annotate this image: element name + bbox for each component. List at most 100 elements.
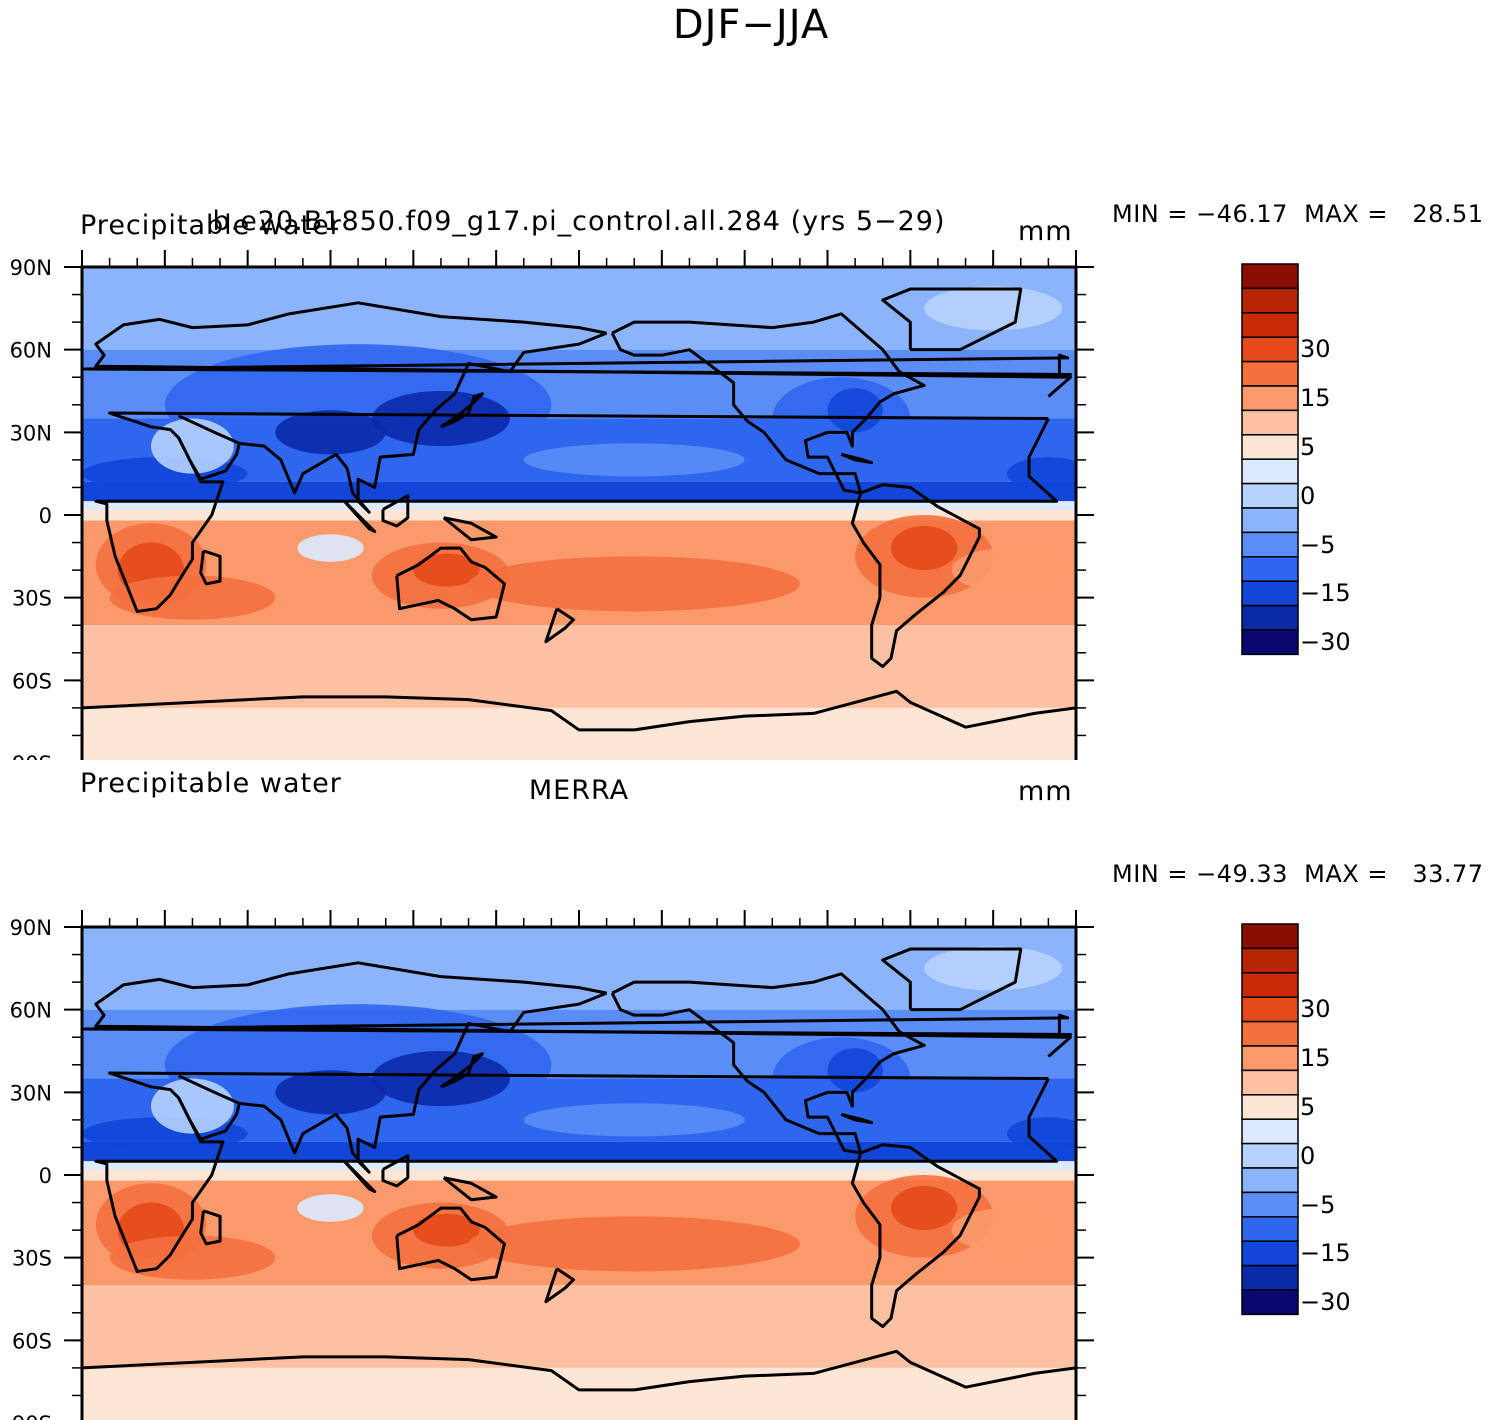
coastline bbox=[177, 331, 608, 514]
field-contour bbox=[891, 526, 958, 571]
colorbar-swatch bbox=[1241, 923, 1299, 950]
colorbar-swatch bbox=[1241, 1216, 1299, 1242]
colorbar-swatch bbox=[1241, 458, 1299, 485]
colorbar-label: 0 bbox=[1300, 481, 1316, 510]
colorbar-label: −30 bbox=[1300, 628, 1351, 657]
field-contour bbox=[1006, 457, 1076, 491]
field-contour bbox=[523, 443, 745, 477]
colorbar-label: 15 bbox=[1300, 384, 1331, 413]
colorbar-swatch bbox=[1241, 1289, 1299, 1316]
coastline bbox=[850, 483, 981, 669]
field-band bbox=[82, 1367, 1076, 1420]
colorbar-swatch bbox=[1241, 580, 1299, 607]
map-panel-top: 90N60N30N030S60S90S030E60E90E120E150E180… bbox=[0, 100, 1502, 760]
coastline bbox=[94, 1071, 1059, 1273]
colorbar-swatch bbox=[1241, 1264, 1299, 1291]
field-contour bbox=[413, 1213, 480, 1247]
colorbar-swatch bbox=[1241, 287, 1299, 314]
colorbar-swatch bbox=[1241, 1240, 1299, 1267]
field-contour bbox=[827, 388, 883, 433]
coastline bbox=[610, 312, 926, 495]
field-contour bbox=[297, 534, 364, 562]
colorbar-swatch bbox=[1241, 507, 1299, 534]
field-band bbox=[82, 625, 1076, 708]
field-contour bbox=[951, 1208, 1063, 1253]
colorbar-swatch bbox=[1241, 1069, 1299, 1096]
map-panel-bottom: 90N60N30N030S60S90S030E60E90E120E150E180… bbox=[0, 760, 1502, 1420]
field-band bbox=[82, 501, 1076, 510]
lat-tick-label: 60N bbox=[10, 999, 52, 1023]
field-contour bbox=[109, 575, 276, 620]
colorbar-swatch bbox=[1241, 556, 1299, 582]
field-band bbox=[82, 707, 1076, 760]
colorbar-swatch bbox=[1241, 482, 1299, 509]
panel-units: mm bbox=[1018, 776, 1073, 807]
field-band bbox=[82, 1141, 1076, 1162]
coastline bbox=[178, 414, 240, 445]
coastline bbox=[82, 689, 1076, 732]
colorbar-swatch bbox=[1241, 1167, 1299, 1194]
colorbar-swatch bbox=[1241, 1045, 1299, 1072]
coastline bbox=[94, 301, 1072, 398]
coastline bbox=[442, 516, 498, 542]
lat-tick-label: 90S bbox=[12, 1412, 52, 1420]
coastline bbox=[440, 1052, 484, 1089]
colorbar-swatch bbox=[1241, 1191, 1299, 1218]
coastline bbox=[544, 1267, 575, 1304]
field-band bbox=[82, 509, 1076, 521]
lat-tick-label: 60S bbox=[12, 669, 52, 693]
field-contour bbox=[413, 553, 480, 587]
map-svg: 90N60N30N030S60S90S030E60E90E120E150E180… bbox=[10, 250, 1094, 760]
field-contour bbox=[924, 946, 1063, 991]
field-contour bbox=[468, 1216, 800, 1272]
colorbar-label: −5 bbox=[1300, 530, 1336, 559]
panel-units: mm bbox=[1018, 216, 1073, 247]
coastline bbox=[881, 947, 1023, 1012]
field-contour bbox=[951, 548, 1063, 593]
colorbar-label: −30 bbox=[1300, 1288, 1351, 1317]
field-band bbox=[82, 1169, 1076, 1181]
colorbar-label: −5 bbox=[1300, 1190, 1336, 1219]
coastline bbox=[343, 1160, 377, 1194]
lat-tick-label: 90N bbox=[10, 256, 52, 280]
colorbar-swatch bbox=[1241, 996, 1299, 1023]
coastline bbox=[83, 1013, 1072, 1039]
colorbar-swatch bbox=[1241, 947, 1299, 974]
colorbar-swatch bbox=[1241, 312, 1299, 338]
lat-tick-label: 30S bbox=[12, 1247, 52, 1271]
field-contour bbox=[827, 1048, 883, 1093]
panel-left-title: Precipitable water bbox=[80, 768, 342, 799]
coastline bbox=[840, 452, 874, 465]
colorbar-swatch bbox=[1241, 409, 1299, 436]
coastline bbox=[94, 411, 1059, 613]
field-band bbox=[82, 1161, 1076, 1170]
colorbar-label: 0 bbox=[1300, 1141, 1316, 1170]
lat-tick-label: 30S bbox=[12, 587, 52, 611]
lat-tick-label: 60S bbox=[12, 1329, 52, 1353]
lat-tick-label: 0 bbox=[39, 504, 52, 528]
colorbar-swatch bbox=[1241, 1142, 1299, 1169]
field-contour bbox=[468, 556, 800, 612]
lat-tick-label: 90N bbox=[10, 916, 52, 940]
lat-tick-label: 90S bbox=[12, 752, 52, 760]
colorbar-swatch bbox=[1241, 1020, 1299, 1047]
lat-tick-label: 60N bbox=[10, 339, 52, 363]
colorbar-label: −15 bbox=[1300, 1239, 1351, 1268]
coastline bbox=[343, 500, 377, 534]
coastline bbox=[395, 546, 506, 622]
coastline bbox=[881, 287, 1023, 352]
field-contour bbox=[275, 1070, 386, 1115]
lat-tick-label: 0 bbox=[39, 1164, 52, 1188]
colorbar-label: −15 bbox=[1300, 579, 1351, 608]
colorbar-swatch bbox=[1241, 360, 1299, 387]
colorbar-swatch bbox=[1241, 336, 1299, 363]
coastline bbox=[440, 392, 484, 429]
field-contour bbox=[297, 1194, 364, 1222]
coastline bbox=[840, 1112, 874, 1125]
colorbar-swatch bbox=[1241, 434, 1299, 460]
field-contour bbox=[891, 1186, 958, 1231]
coastline bbox=[94, 961, 1072, 1058]
figure-title: DJF−JJA bbox=[672, 2, 830, 48]
field-band bbox=[82, 1285, 1076, 1368]
colorbar-swatch bbox=[1241, 604, 1299, 631]
